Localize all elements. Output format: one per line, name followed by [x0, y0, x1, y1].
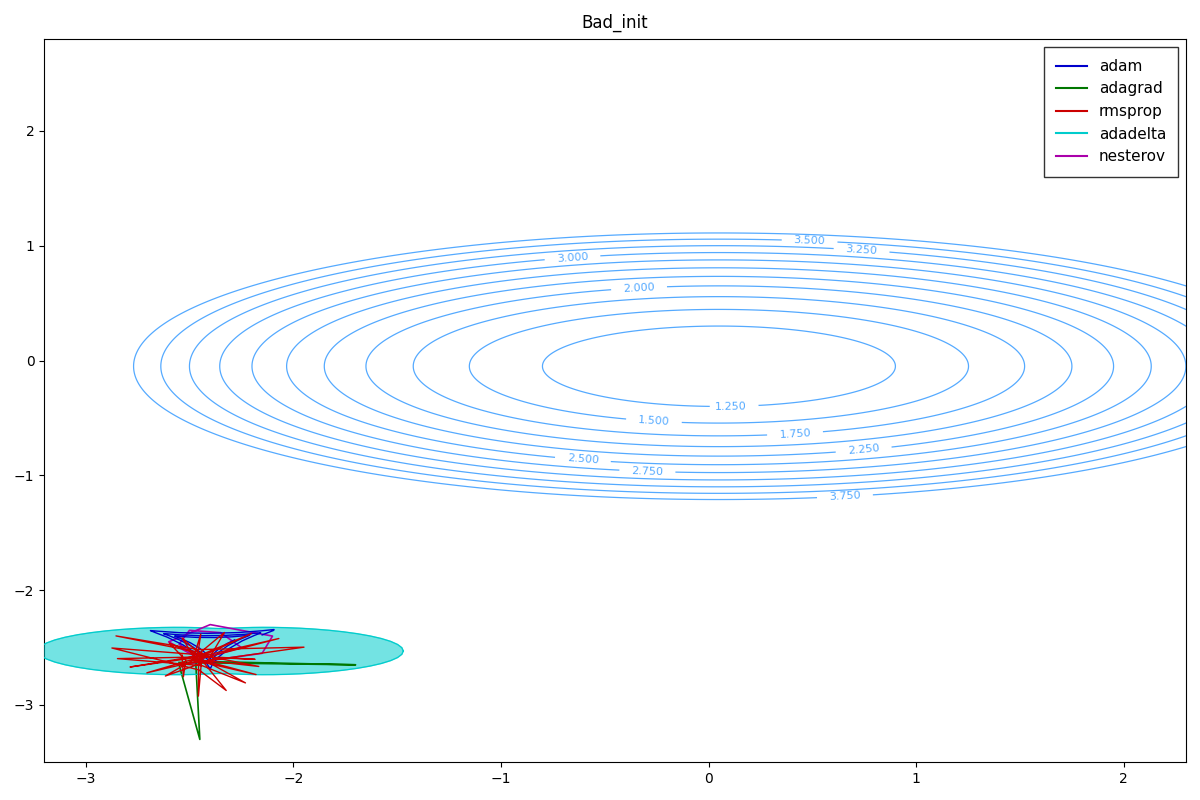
Text: 3.500: 3.500 [793, 235, 826, 246]
Polygon shape [38, 627, 403, 674]
Title: Bad_init: Bad_init [582, 14, 648, 32]
Text: 3.750: 3.750 [829, 490, 862, 502]
Text: 2.000: 2.000 [623, 282, 655, 294]
Text: 2.750: 2.750 [631, 466, 664, 477]
Legend: adam, adagrad, rmsprop, adadelta, nesterov: adam, adagrad, rmsprop, adadelta, nester… [1044, 46, 1178, 177]
Text: 3.000: 3.000 [557, 251, 589, 264]
Text: 3.250: 3.250 [846, 244, 877, 256]
Text: 1.500: 1.500 [638, 415, 670, 427]
Text: 1.750: 1.750 [779, 428, 811, 440]
Text: 2.250: 2.250 [847, 443, 880, 456]
Text: 1.250: 1.250 [715, 401, 746, 412]
Text: 2.500: 2.500 [566, 454, 599, 466]
